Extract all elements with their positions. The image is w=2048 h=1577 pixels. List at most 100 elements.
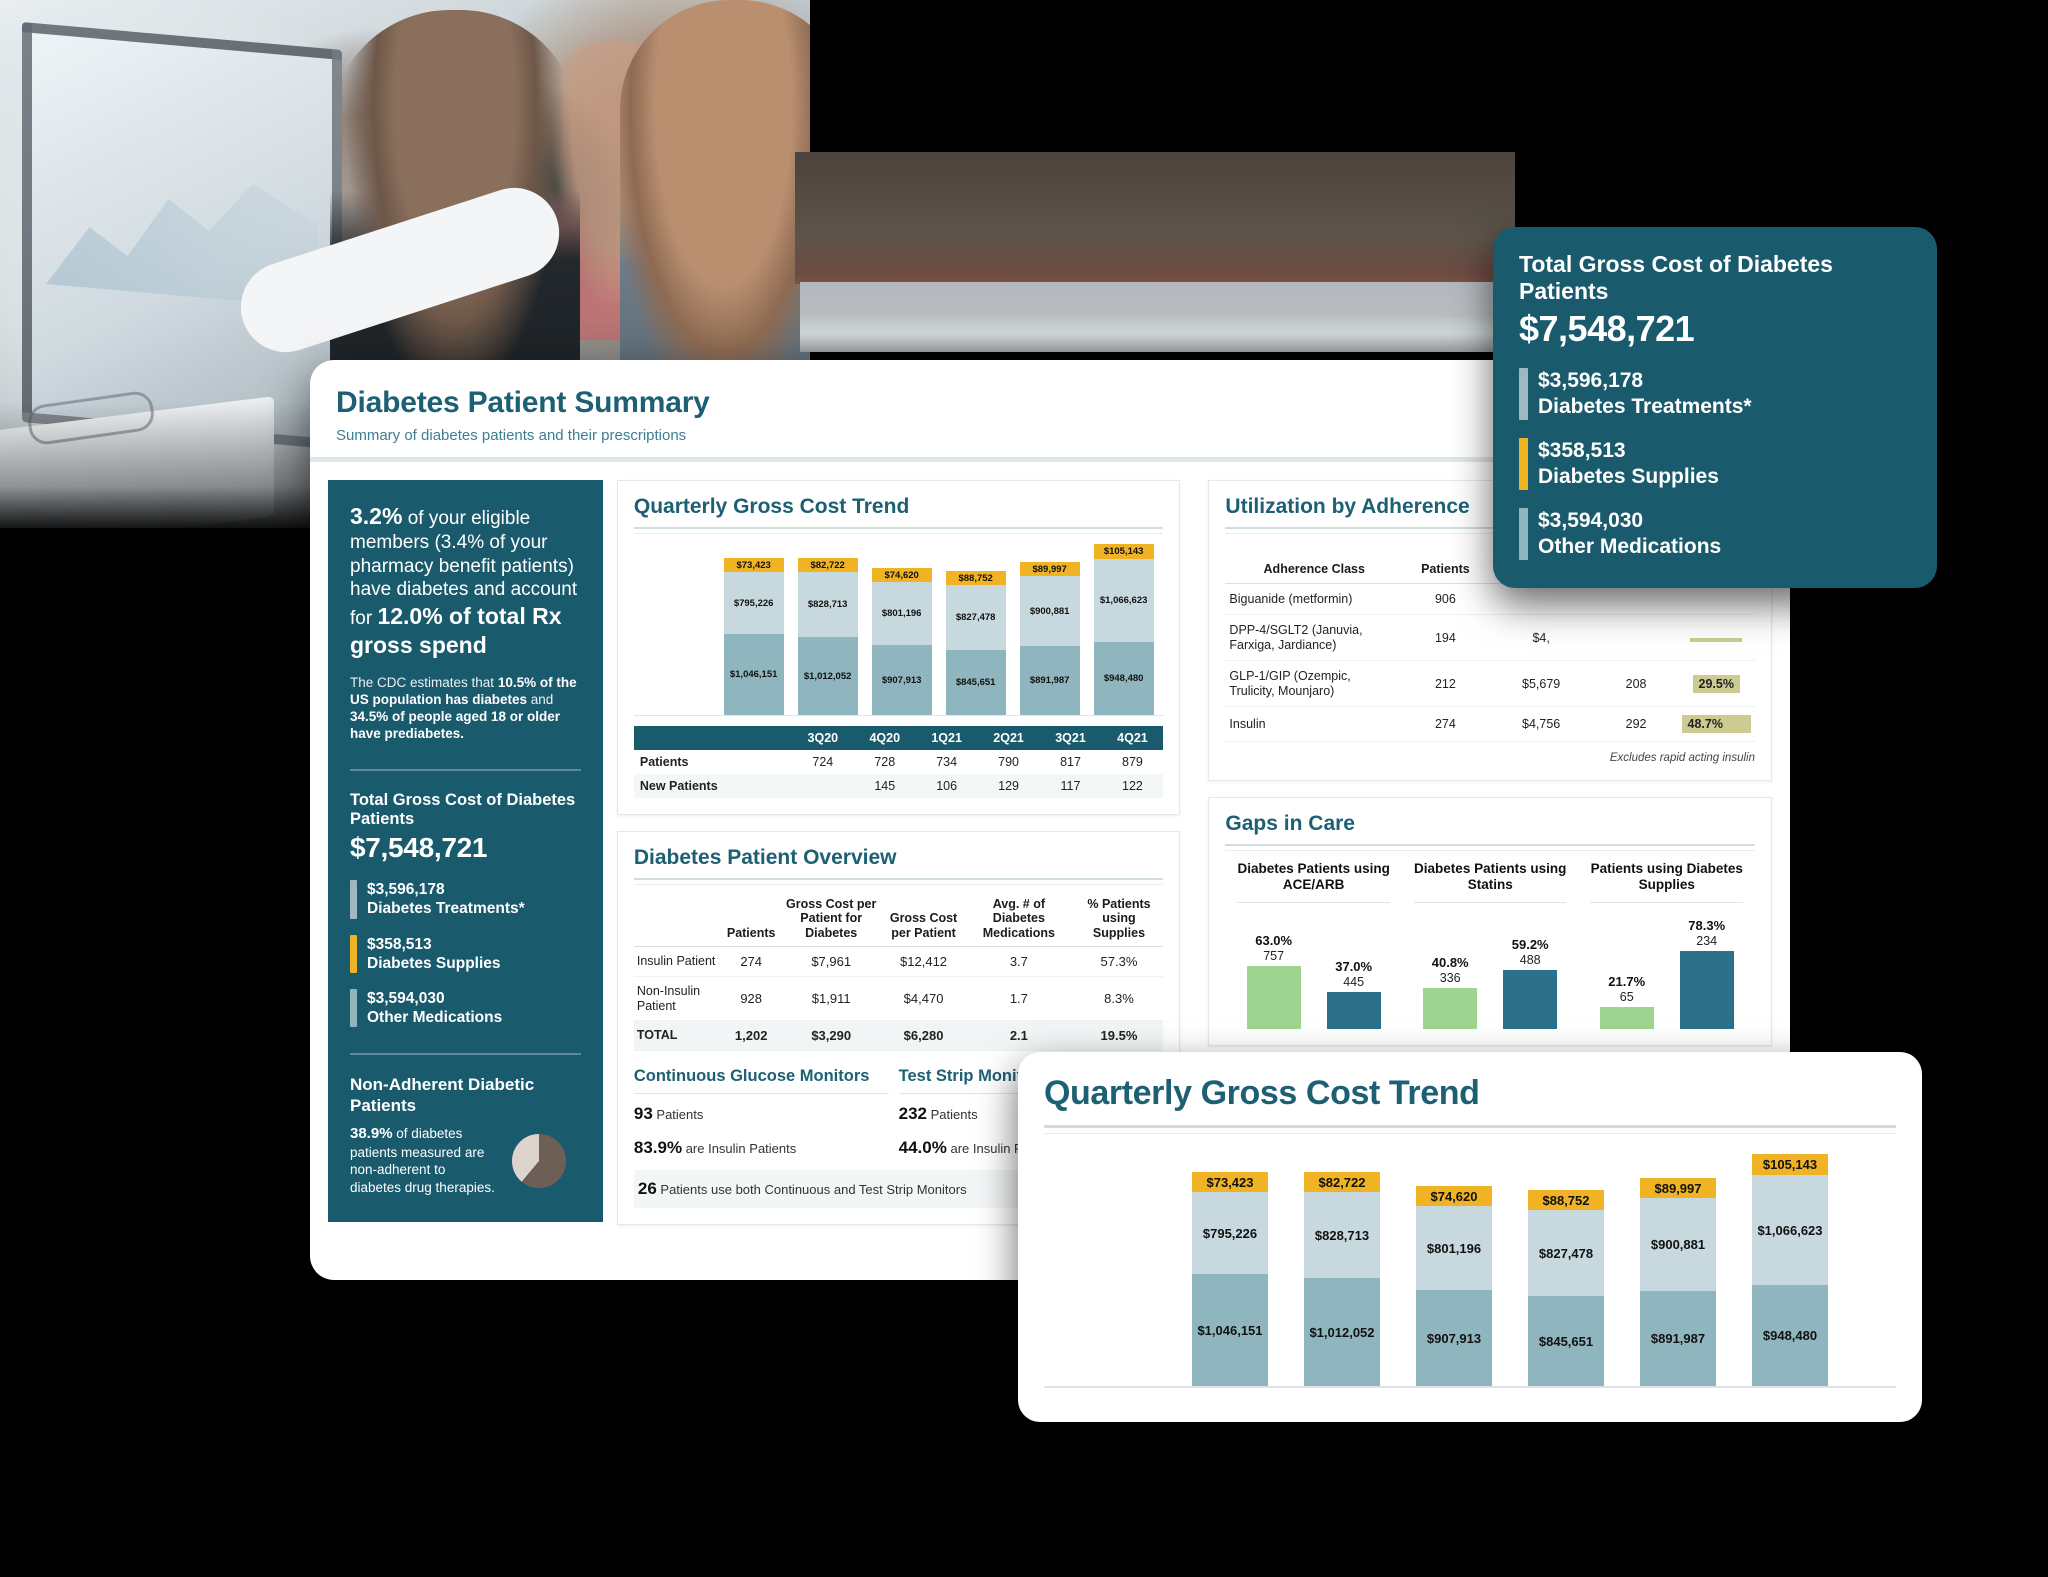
bar-3Q21: $89,997 $900,881 $891,987 (1019, 562, 1080, 715)
dashboard-header: Diabetes Patient Summary Summary of diab… (310, 360, 1790, 444)
ad-r1c1: 194 (1403, 614, 1488, 662)
bar-label-supplies-3: $88,752 (958, 572, 993, 584)
ov-r2c0: TOTAL (633, 1020, 724, 1051)
other-amount: $3,594,030 (367, 990, 445, 1008)
float-bar-1Q21: $74,620 $801,196 $907,913 (1416, 1186, 1492, 1386)
gap-pct-supplies-1: 78.3% (1688, 918, 1726, 934)
bar-label-treat-1: $1,012,052 (803, 670, 852, 682)
table-row: Insulin Patient 274 $7,961 $12,412 3.7 5… (633, 946, 1164, 978)
sidebar-breakdown-treatments: $3,596,178 Diabetes Treatments* (350, 880, 581, 919)
ad-r0c4 (1677, 583, 1755, 616)
gap-divider (1590, 901, 1743, 903)
callout-other-label: Other Medications (1538, 535, 1722, 559)
ov-r2c3: $6,280 (883, 1020, 964, 1051)
float-label-treat-5: $948,480 (1762, 1328, 1818, 1343)
gaps-title: Gaps in Care (1225, 812, 1355, 836)
ad-r1c4 (1677, 614, 1755, 662)
panel-divider (633, 527, 1164, 534)
cgm-title: Continuous Glucose Monitors (633, 1066, 870, 1085)
patients-4Q21: 879 (1122, 755, 1143, 769)
gap-bar-statins-1: 59.2% 488 (1503, 938, 1558, 1029)
treatments-label: Diabetes Treatments* (367, 900, 525, 918)
bar-label-other-3: $827,478 (955, 612, 996, 623)
float-label-other-3: $827,478 (1538, 1245, 1594, 1261)
panel-divider (633, 878, 1164, 885)
ov-r0c3: $12,412 (883, 946, 964, 978)
color-bar-treatments (350, 880, 357, 919)
overview-title: Diabetes Patient Overview (633, 846, 897, 869)
ad-r2c4: 29.5% (1677, 660, 1755, 708)
float-label-other-1: $828,713 (1314, 1227, 1370, 1243)
ov-h2: Gross Cost per Patient for Diabetes (778, 891, 884, 948)
ov-r2c4: 2.1 (963, 1020, 1075, 1051)
cgm-pct: 83.9% (633, 1137, 683, 1157)
callout-breakdown-other: $3,594,030 Other Medications (1519, 508, 1911, 561)
float-label-treat-0: $1,046,151 (1197, 1322, 1263, 1338)
gap-pct-statins-0: 40.8% (1431, 955, 1469, 971)
cgm-divider (633, 1092, 889, 1094)
row-label-patients: Patients (639, 755, 689, 769)
panel-divider (1225, 844, 1755, 852)
float-label-treat-3: $845,651 (1538, 1333, 1594, 1349)
callout-treatments-amount: $3,596,178 (1538, 369, 1644, 393)
bar-label-treat-4: $891,987 (1029, 675, 1070, 686)
table-header-row: 3Q20 4Q20 1Q21 2Q21 3Q21 4Q21 (633, 726, 1164, 750)
float-label-other-4: $900,881 (1650, 1237, 1706, 1252)
bar-label-other-4: $900,881 (1029, 605, 1070, 617)
gap-count-supplies-1: 234 (1696, 933, 1718, 948)
ad-r3c1: 274 (1403, 706, 1488, 743)
float-bar-3Q21: $89,997 $900,881 $891,987 (1640, 1178, 1716, 1386)
ov-r2c1: 1,202 (723, 1020, 779, 1051)
table-row: New Patients 145 106 129 117 122 (633, 774, 1164, 798)
gap-count-statins-0: 336 (1439, 970, 1461, 985)
color-bar-supplies (350, 934, 357, 974)
gap-count-statins-1: 488 (1519, 952, 1541, 967)
callout-other-amount: $3,594,030 (1538, 509, 1644, 533)
ov-r1c2: $1,911 (778, 976, 884, 1021)
bar-label-treat-5: $948,480 (1103, 673, 1144, 684)
strip-patients: 232 (898, 1103, 928, 1123)
gap-rect-ace-1 (1326, 991, 1381, 1029)
float-bar-chart: $73,423 $795,226 $1,046,151 $82,722 $828… (1044, 1148, 1896, 1388)
bar-label-treat-0: $1,046,151 (729, 669, 778, 680)
new-patients-3Q21: 117 (1039, 774, 1102, 798)
sidebar-total-value: $7,548,721 (350, 832, 488, 864)
ov-h3: Gross Cost per Patient (883, 891, 964, 948)
float-bar-2Q21: $88,752 $827,478 $845,651 (1528, 1190, 1604, 1386)
gap-divider (1237, 901, 1390, 903)
gap-ace-arb: Diabetes Patients using ACE/ARB 63.0% 75… (1225, 861, 1402, 1029)
float-label-treat-1: $1,012,052 (1309, 1324, 1375, 1340)
float-label-supplies-1: $82,722 (1318, 1174, 1366, 1190)
adherence-title: Utilization by Adherence (1225, 495, 1470, 518)
ad-r0c3 (1594, 583, 1678, 616)
ov-r2c5: 19.5% (1074, 1020, 1164, 1051)
bar-3Q20: $73,423 $795,226 $1,046,151 (723, 558, 784, 715)
patients-2Q21: 790 (998, 755, 1020, 769)
ov-h1: Patients (723, 891, 779, 948)
ad-r1c2: $4, (1487, 614, 1595, 662)
gap-bar-ace-1: 37.0% 445 (1326, 960, 1381, 1029)
bar-4Q21: $105,143 $1,066,623 $948,480 (1093, 544, 1154, 715)
eligible-pct: 3.2% (350, 503, 403, 529)
ov-r0c5: 57.3% (1074, 946, 1164, 978)
table-row: Biguanide (metformin) 906 (1225, 583, 1755, 616)
quarterly-trend-floating-card: Quarterly Gross Cost Trend $73,423 $795,… (1018, 1052, 1922, 1422)
eligible-for: for (350, 608, 378, 629)
panel-divider (1225, 527, 1755, 534)
ov-r1c1: 928 (723, 976, 779, 1021)
float-chart-title: Quarterly Gross Cost Trend (1044, 1074, 1480, 1112)
color-bar-other (350, 989, 357, 1028)
float-label-supplies-2: $74,620 (1430, 1188, 1478, 1204)
gap-count-ace-0: 757 (1263, 948, 1285, 963)
gap-statins: Diabetes Patients using Statins 40.8% 33… (1402, 861, 1579, 1029)
ad-h0: Adherence Class (1225, 542, 1404, 584)
adherence-footnote: Excludes rapid acting insulin (1609, 752, 1755, 765)
callout-title: Total Gross Cost of Diabetes Patients (1519, 251, 1833, 305)
gaps-in-care-panel: Gaps in Care Diabetes Patients using ACE… (1208, 797, 1772, 1046)
quarterly-gross-cost-trend-panel: Quarterly Gross Cost Trend $73,423 $795,… (616, 480, 1181, 815)
float-label-treat-2: $907,913 (1426, 1330, 1482, 1346)
gaps-chart-group: Diabetes Patients using ACE/ARB 63.0% 75… (1225, 861, 1755, 1029)
cgm-pct-label: are Insulin Patients (685, 1140, 797, 1156)
qtab-col-4: 3Q21 (1039, 726, 1102, 750)
ad-r2c2: $5,679 (1487, 660, 1595, 708)
